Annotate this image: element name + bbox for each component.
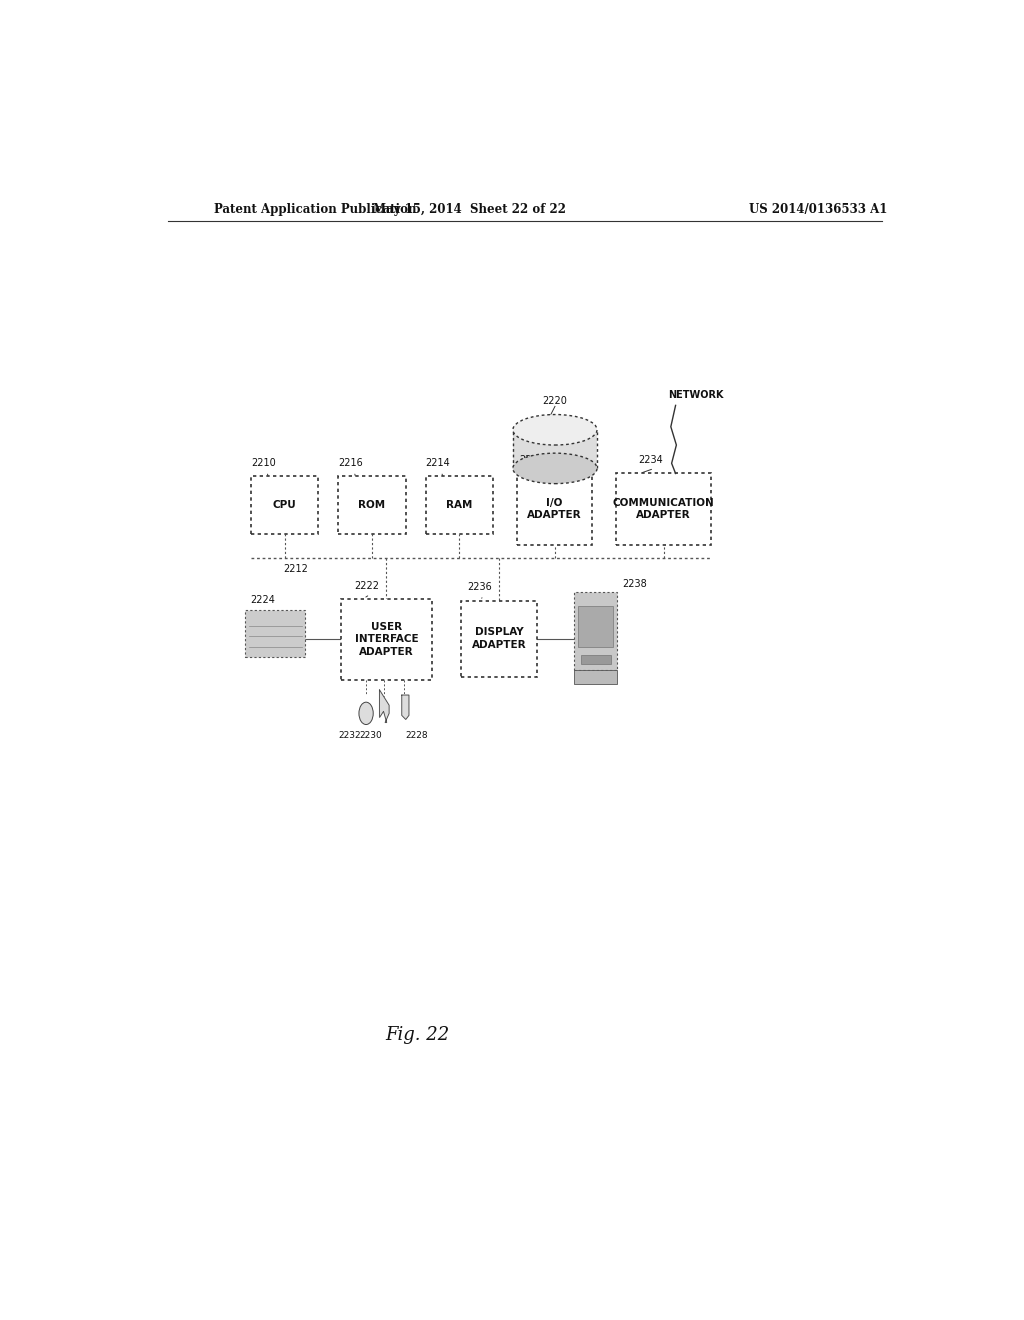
- FancyBboxPatch shape: [574, 593, 617, 671]
- Text: I/O
ADAPTER: I/O ADAPTER: [527, 498, 582, 520]
- FancyBboxPatch shape: [251, 475, 318, 535]
- FancyBboxPatch shape: [461, 601, 537, 677]
- FancyBboxPatch shape: [581, 655, 610, 664]
- FancyBboxPatch shape: [579, 606, 613, 647]
- FancyBboxPatch shape: [517, 474, 592, 545]
- Text: 2224: 2224: [251, 594, 275, 605]
- Text: 2230: 2230: [359, 731, 382, 739]
- Text: DISPLAY
ADAPTER: DISPLAY ADAPTER: [472, 627, 526, 649]
- Text: 2216: 2216: [338, 458, 364, 469]
- Text: US 2014/0136533 A1: US 2014/0136533 A1: [750, 203, 888, 215]
- FancyBboxPatch shape: [574, 671, 617, 684]
- FancyBboxPatch shape: [616, 474, 712, 545]
- Polygon shape: [401, 696, 409, 719]
- Text: 2236: 2236: [468, 582, 493, 593]
- Text: ROM: ROM: [358, 500, 386, 510]
- Text: 2220: 2220: [543, 396, 567, 407]
- Ellipse shape: [359, 702, 373, 725]
- Text: 2222: 2222: [354, 581, 379, 591]
- Ellipse shape: [513, 453, 597, 483]
- Text: RAM: RAM: [446, 500, 472, 510]
- Text: NETWORK: NETWORK: [668, 391, 723, 400]
- FancyBboxPatch shape: [338, 475, 406, 535]
- Text: 2212: 2212: [283, 564, 307, 574]
- Text: Patent Application Publication: Patent Application Publication: [214, 203, 416, 215]
- Text: 2210: 2210: [251, 458, 275, 469]
- FancyBboxPatch shape: [426, 475, 494, 535]
- FancyBboxPatch shape: [246, 610, 305, 657]
- Text: May 15, 2014  Sheet 22 of 22: May 15, 2014 Sheet 22 of 22: [373, 203, 565, 215]
- FancyBboxPatch shape: [341, 598, 432, 680]
- Polygon shape: [380, 690, 389, 722]
- Text: 2228: 2228: [406, 731, 428, 739]
- Text: USER
INTERFACE
ADAPTER: USER INTERFACE ADAPTER: [354, 622, 418, 656]
- Text: 2232: 2232: [338, 731, 360, 739]
- Text: Fig. 22: Fig. 22: [386, 1026, 450, 1044]
- Text: COMMUNICATION
ADAPTER: COMMUNICATION ADAPTER: [612, 498, 715, 520]
- Text: CPU: CPU: [272, 500, 297, 510]
- Text: 2238: 2238: [622, 579, 647, 589]
- Text: 2214: 2214: [426, 458, 451, 469]
- FancyBboxPatch shape: [513, 430, 597, 469]
- Ellipse shape: [513, 414, 597, 445]
- Text: 2234: 2234: [638, 455, 663, 466]
- Text: 2218: 2218: [519, 455, 544, 466]
